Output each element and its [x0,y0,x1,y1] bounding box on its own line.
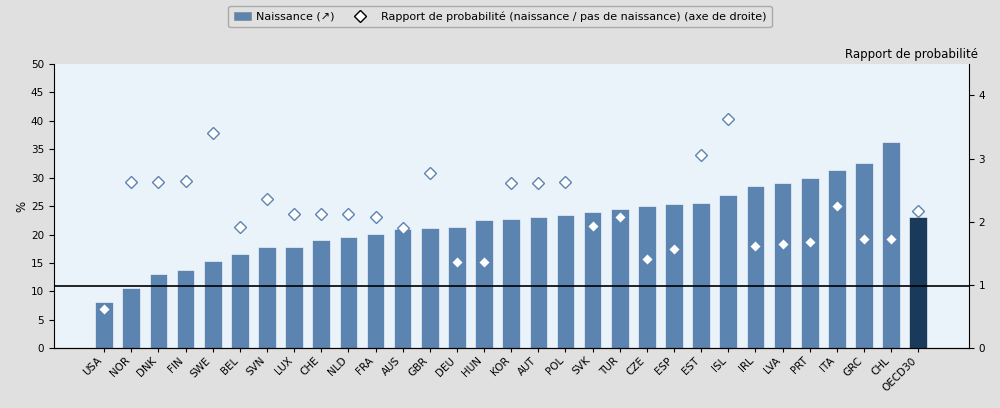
Bar [747,186,764,348]
Bar [475,220,493,348]
Bar [258,247,276,348]
Bar [285,246,303,348]
Bar [367,234,384,348]
Bar [801,177,819,348]
Bar [95,302,113,348]
Bar [340,237,357,348]
Bar [909,217,927,348]
Bar [828,170,846,348]
Bar [502,219,520,348]
Bar [122,288,140,348]
Y-axis label: %: % [15,200,28,212]
Bar [177,271,194,348]
Bar [231,255,249,348]
Bar [204,261,222,348]
Bar [421,228,439,348]
Bar [774,183,791,348]
Bar [312,240,330,348]
Bar [638,206,656,348]
Bar [394,229,411,348]
Bar [611,209,629,348]
Bar [665,204,683,348]
Text: Rapport de probabilité: Rapport de probabilité [845,48,978,61]
Bar [557,215,574,348]
Bar [530,217,547,348]
Bar [719,195,737,348]
Bar [855,163,873,348]
Bar [448,227,466,348]
Legend: Naissance (↗),   Rapport de probabilité (naissance / pas de naissance) (axe de d: Naissance (↗), Rapport de probabilité (n… [228,6,772,27]
Bar [692,203,710,348]
Bar [150,275,167,348]
Bar [584,212,601,348]
Bar [882,142,900,348]
